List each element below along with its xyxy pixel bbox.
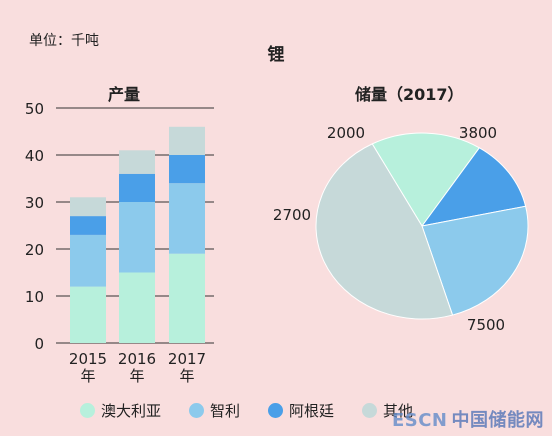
bar-segment-2-0 xyxy=(169,253,205,343)
x-tick-label-2: 2017 年 xyxy=(168,350,206,385)
x-tick-label-0: 2015 年 xyxy=(69,350,107,385)
legend-label-other: 其他 xyxy=(383,401,414,420)
legend-item-argentina: 阿根廷 xyxy=(268,400,334,421)
bar-segment-0-3 xyxy=(70,197,106,217)
pie-label-3: 7500 xyxy=(467,316,505,334)
bar-segment-1-1 xyxy=(119,202,155,273)
watermark-text: 中国储能网 xyxy=(451,410,544,431)
legend-label-chile: 智利 xyxy=(210,401,241,420)
legend-swatch-chile xyxy=(189,402,205,418)
legend-swatch-argentina xyxy=(268,402,284,418)
bar-segment-2-1 xyxy=(169,183,205,254)
legend: 澳大利亚 智利 阿根廷 其他 xyxy=(80,398,480,422)
pie-slice-0 xyxy=(371,132,481,227)
pie-slice-1 xyxy=(420,147,527,227)
bar-segment-2-3 xyxy=(169,126,205,155)
legend-item-other: 其他 xyxy=(362,400,413,421)
legend-item-chile: 智利 xyxy=(189,400,240,421)
bar-segment-2-2 xyxy=(169,155,205,184)
unit-label: 单位：千吨 xyxy=(29,33,99,49)
bar-segment-0-0 xyxy=(70,286,106,343)
legend-item-australia: 澳大利亚 xyxy=(80,400,161,421)
bar-segment-1-3 xyxy=(119,150,155,174)
pie-label-0: 2700 xyxy=(273,206,311,224)
y-tick-label-0: 0 xyxy=(34,335,44,353)
pie-chart-title: 储量（2017） xyxy=(355,85,464,104)
chart-title: 锂 xyxy=(267,45,285,65)
pie-label-2: 3800 xyxy=(459,124,497,142)
y-tick-label-10: 10 xyxy=(25,288,44,306)
y-tick-label-20: 20 xyxy=(25,241,44,259)
pie-slice-2 xyxy=(421,205,529,316)
legend-swatch-other xyxy=(362,402,378,418)
y-tick-label-30: 30 xyxy=(25,194,44,212)
legend-label-argentina: 阿根廷 xyxy=(289,401,335,420)
watermark-prefix: ESCN xyxy=(391,410,448,431)
bar-segment-1-0 xyxy=(119,272,155,343)
y-tick-label-40: 40 xyxy=(25,147,44,165)
watermark: ESCN 中国储能网 xyxy=(392,406,544,432)
bar-chart-title: 产量 xyxy=(108,85,141,104)
bar-segment-0-1 xyxy=(70,234,106,287)
legend-label-australia: 澳大利亚 xyxy=(101,401,162,420)
bar-segment-1-2 xyxy=(119,173,155,202)
pie-label-1: 2000 xyxy=(327,124,365,142)
x-tick-label-1: 2016 年 xyxy=(118,350,156,385)
y-tick-label-50: 50 xyxy=(25,100,44,118)
pie-slice-3 xyxy=(315,143,454,320)
bar-segment-0-2 xyxy=(70,216,106,235)
legend-swatch-australia xyxy=(80,402,95,418)
